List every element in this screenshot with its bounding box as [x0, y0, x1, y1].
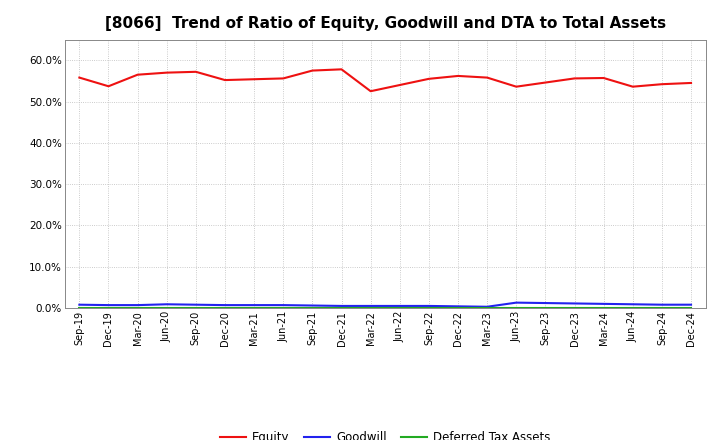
Deferred Tax Assets: [687, 305, 696, 311]
Deferred Tax Assets: [512, 305, 521, 311]
Line: Equity: Equity: [79, 70, 691, 91]
Goodwill: [570, 301, 579, 306]
Deferred Tax Assets: [541, 305, 550, 311]
Deferred Tax Assets: [220, 305, 229, 311]
Equity: [250, 77, 258, 82]
Equity: [541, 80, 550, 85]
Goodwill: [687, 302, 696, 307]
Deferred Tax Assets: [163, 305, 171, 311]
Goodwill: [308, 303, 317, 308]
Goodwill: [337, 303, 346, 308]
Equity: [133, 72, 142, 77]
Equity: [657, 81, 666, 87]
Deferred Tax Assets: [104, 305, 113, 311]
Legend: Equity, Goodwill, Deferred Tax Assets: Equity, Goodwill, Deferred Tax Assets: [216, 427, 554, 440]
Equity: [454, 73, 462, 79]
Equity: [163, 70, 171, 75]
Equity: [483, 75, 492, 80]
Deferred Tax Assets: [250, 305, 258, 311]
Deferred Tax Assets: [657, 305, 666, 311]
Goodwill: [250, 302, 258, 308]
Equity: [629, 84, 637, 89]
Deferred Tax Assets: [570, 305, 579, 311]
Deferred Tax Assets: [366, 305, 375, 311]
Equity: [104, 84, 113, 89]
Goodwill: [366, 303, 375, 308]
Goodwill: [395, 303, 404, 308]
Deferred Tax Assets: [192, 305, 200, 311]
Equity: [425, 76, 433, 81]
Goodwill: [541, 301, 550, 306]
Equity: [337, 67, 346, 72]
Goodwill: [454, 304, 462, 309]
Goodwill: [425, 303, 433, 308]
Deferred Tax Assets: [133, 305, 142, 311]
Equity: [308, 68, 317, 73]
Deferred Tax Assets: [483, 305, 492, 311]
Goodwill: [192, 302, 200, 307]
Goodwill: [104, 302, 113, 308]
Line: Goodwill: Goodwill: [79, 303, 691, 307]
Goodwill: [657, 302, 666, 307]
Equity: [687, 81, 696, 86]
Deferred Tax Assets: [425, 305, 433, 311]
Deferred Tax Assets: [279, 305, 287, 311]
Deferred Tax Assets: [454, 305, 462, 311]
Equity: [192, 69, 200, 74]
Goodwill: [279, 302, 287, 308]
Deferred Tax Assets: [599, 305, 608, 311]
Goodwill: [133, 302, 142, 308]
Equity: [220, 77, 229, 83]
Equity: [395, 82, 404, 88]
Goodwill: [75, 302, 84, 307]
Title: [8066]  Trend of Ratio of Equity, Goodwill and DTA to Total Assets: [8066] Trend of Ratio of Equity, Goodwil…: [104, 16, 666, 32]
Equity: [512, 84, 521, 89]
Equity: [570, 76, 579, 81]
Deferred Tax Assets: [629, 305, 637, 311]
Deferred Tax Assets: [75, 305, 84, 311]
Goodwill: [483, 304, 492, 309]
Goodwill: [220, 302, 229, 308]
Goodwill: [599, 301, 608, 307]
Equity: [599, 75, 608, 81]
Equity: [279, 76, 287, 81]
Goodwill: [629, 302, 637, 307]
Deferred Tax Assets: [395, 305, 404, 311]
Deferred Tax Assets: [337, 305, 346, 311]
Deferred Tax Assets: [308, 305, 317, 311]
Goodwill: [512, 300, 521, 305]
Equity: [75, 75, 84, 80]
Equity: [366, 88, 375, 94]
Goodwill: [163, 302, 171, 307]
